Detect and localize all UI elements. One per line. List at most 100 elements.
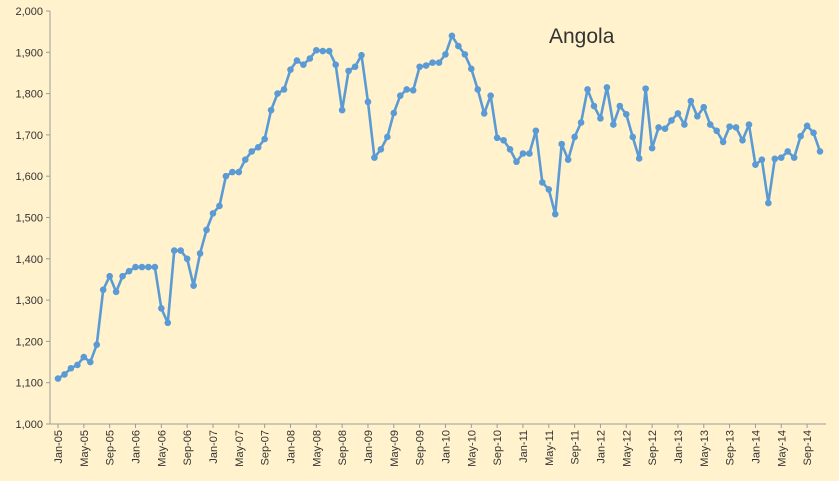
data-point: [377, 146, 385, 153]
data-point: [558, 140, 565, 148]
x-tick-label: Sep-08: [337, 430, 349, 465]
data-point: [610, 121, 617, 128]
data-point: [571, 133, 578, 141]
data-point: [119, 272, 126, 280]
data-point: [396, 92, 404, 99]
data-point: [816, 148, 824, 155]
data-point: [474, 86, 482, 93]
y-tick-label: 1,800: [15, 89, 43, 101]
data-point: [758, 156, 766, 163]
y-tick-label: 2,000: [15, 6, 43, 18]
data-point: [235, 168, 243, 176]
data-point: [209, 210, 217, 217]
data-point: [506, 146, 514, 153]
data-point: [526, 150, 533, 157]
x-axis: Jan-05 May-05 Sep-05 Jan-06 May-06 Sep-06 Jan-…: [50, 423, 826, 467]
x-tick-label: Sep-14: [802, 430, 814, 465]
data-point: [442, 51, 449, 58]
data-point: [61, 371, 68, 378]
x-tick-label: May-06: [156, 430, 168, 467]
data-point: [622, 110, 630, 118]
data-point: [532, 127, 540, 135]
data-point: [409, 87, 417, 94]
data-point: [545, 186, 553, 193]
data-point: [777, 154, 785, 161]
y-tick-label: 1,600: [15, 171, 43, 183]
data-point: [293, 57, 301, 64]
y-axis: 1,000 1,100 1,200 1,300 1,400 1,500 1,600 1,700…: [15, 6, 51, 431]
data-point: [241, 156, 249, 163]
data-point: [196, 250, 204, 257]
x-tick-label: Jan-14: [750, 430, 762, 464]
data-point: [67, 364, 75, 372]
data-point: [170, 247, 178, 254]
data-point: [313, 46, 320, 54]
data-point: [681, 121, 688, 128]
data-point: [771, 155, 779, 163]
data-point: [803, 122, 811, 130]
y-tick-label: 1,400: [15, 254, 43, 266]
data-point: [364, 98, 372, 106]
data-point: [216, 202, 223, 210]
x-tick-label: May-12: [621, 430, 633, 467]
data-point: [325, 47, 333, 55]
data-point: [629, 133, 637, 141]
data-point: [422, 62, 430, 69]
data-point: [694, 113, 701, 120]
x-tick-label: Jan-06: [130, 430, 142, 464]
data-point: [790, 154, 798, 161]
x-tick-label: Jan-08: [285, 430, 297, 464]
data-point: [106, 272, 113, 280]
data-point: [112, 288, 120, 296]
x-tick-label: May-08: [311, 430, 323, 467]
data-point: [403, 86, 411, 93]
x-tick-label: Sep-07: [260, 430, 272, 465]
data-point: [674, 110, 682, 117]
data-point: [416, 63, 423, 71]
data-point: [306, 55, 314, 62]
data-point: [784, 148, 792, 155]
data-point: [648, 144, 656, 152]
data-point: [125, 267, 133, 275]
data-point: [435, 59, 443, 66]
data-point: [500, 136, 507, 144]
data-point: [467, 65, 475, 73]
data-point: [86, 358, 94, 366]
y-tick-label: 1,900: [15, 47, 43, 59]
x-tick-label: Sep-06: [182, 430, 194, 465]
data-point: [668, 117, 675, 124]
data-point: [448, 32, 456, 40]
data-point: [261, 135, 268, 143]
data-point: [138, 263, 146, 271]
data-point: [577, 119, 585, 126]
data-point: [700, 103, 708, 111]
data-point: [493, 134, 501, 142]
data-point: [203, 226, 210, 234]
data-point: [267, 106, 275, 114]
data-point: [551, 210, 559, 218]
chart-title: Angola: [549, 25, 615, 48]
data-point: [765, 199, 772, 207]
x-tick-label: Jan-05: [53, 430, 65, 464]
y-tick-label: 1,200: [15, 336, 43, 348]
data-point: [177, 247, 184, 254]
data-point: [274, 90, 281, 97]
data-point: [229, 168, 236, 176]
data-point: [287, 66, 294, 73]
data-point: [151, 263, 159, 271]
data-point: [519, 150, 527, 157]
data-point: [345, 67, 352, 75]
x-tick-label: May-14: [776, 430, 788, 467]
x-tick-label: Sep-05: [105, 430, 117, 465]
x-tick-label: Jan-12: [595, 430, 607, 464]
data-point: [745, 121, 753, 128]
data-point: [713, 127, 720, 135]
x-tick-label: Jan-10: [440, 430, 452, 464]
x-tick-label: Sep-11: [570, 430, 582, 465]
data-point: [810, 129, 817, 137]
x-tick-label: May-05: [79, 430, 91, 467]
x-tick-label: Sep-09: [415, 430, 427, 465]
data-point: [183, 255, 191, 263]
